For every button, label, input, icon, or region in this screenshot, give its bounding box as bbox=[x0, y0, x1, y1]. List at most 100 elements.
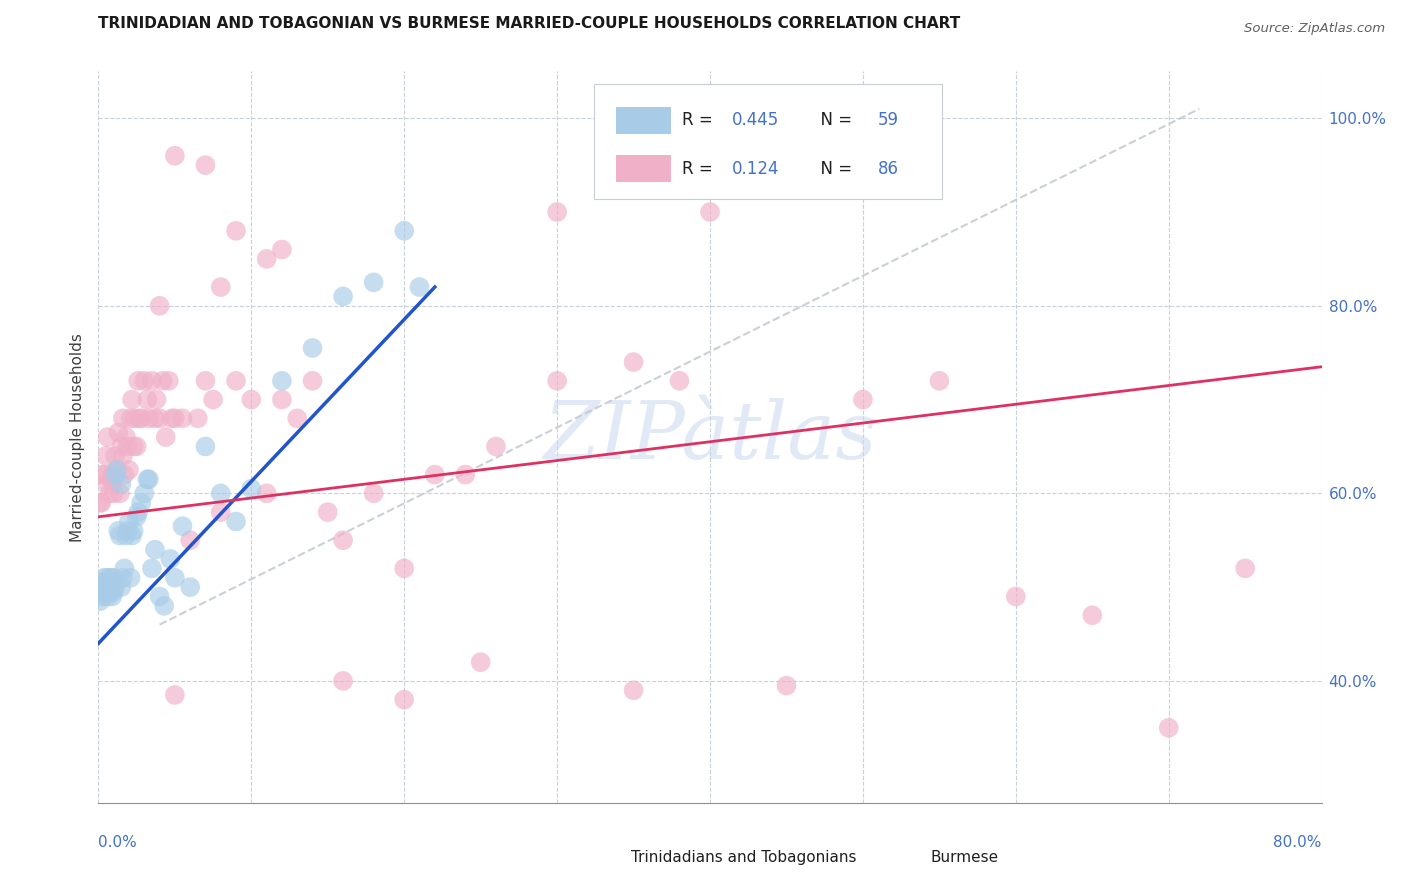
Point bbox=[149, 590, 172, 604]
Point bbox=[134, 374, 156, 388]
Point bbox=[108, 486, 131, 500]
Point bbox=[98, 486, 121, 500]
Point bbox=[145, 392, 167, 407]
Point bbox=[1004, 590, 1026, 604]
Point bbox=[141, 374, 163, 388]
Point bbox=[105, 463, 128, 477]
Point bbox=[852, 392, 875, 407]
Point bbox=[103, 584, 125, 599]
Point bbox=[163, 571, 186, 585]
Point bbox=[138, 411, 160, 425]
Point bbox=[117, 440, 139, 454]
Point bbox=[546, 374, 568, 388]
Point bbox=[301, 341, 323, 355]
Point bbox=[392, 692, 416, 706]
Text: 86: 86 bbox=[877, 160, 898, 178]
Point bbox=[111, 449, 134, 463]
Text: R =: R = bbox=[682, 112, 718, 129]
Point bbox=[270, 243, 292, 257]
Point bbox=[97, 590, 120, 604]
Text: Trinidadians and Tobagonians: Trinidadians and Tobagonians bbox=[630, 850, 856, 865]
Point bbox=[121, 392, 143, 407]
Bar bbox=[582, 847, 620, 868]
Point bbox=[301, 374, 323, 388]
Point bbox=[332, 673, 354, 688]
Point bbox=[172, 519, 194, 533]
Text: 59: 59 bbox=[877, 112, 898, 129]
Point bbox=[104, 449, 127, 463]
Point bbox=[98, 575, 121, 590]
Point bbox=[454, 467, 477, 482]
Point bbox=[1081, 608, 1104, 623]
Point bbox=[100, 571, 122, 585]
Point bbox=[111, 411, 134, 425]
Point bbox=[928, 374, 950, 388]
Point bbox=[485, 440, 508, 454]
Point bbox=[94, 449, 117, 463]
Point bbox=[209, 280, 232, 294]
Point bbox=[118, 463, 141, 477]
Point bbox=[110, 440, 132, 454]
Point bbox=[159, 552, 181, 566]
Text: N =: N = bbox=[810, 160, 858, 178]
Point bbox=[121, 528, 143, 542]
Point bbox=[363, 486, 385, 500]
Point bbox=[179, 533, 201, 548]
Point bbox=[89, 594, 111, 608]
Point bbox=[89, 496, 111, 510]
Point bbox=[129, 411, 152, 425]
Point bbox=[118, 515, 141, 529]
Point bbox=[101, 467, 124, 482]
Point bbox=[256, 252, 278, 266]
Point bbox=[103, 472, 125, 486]
Point bbox=[127, 374, 149, 388]
Text: 0.445: 0.445 bbox=[733, 112, 779, 129]
Point bbox=[107, 524, 129, 538]
Point bbox=[225, 374, 247, 388]
Point bbox=[163, 149, 186, 163]
Point bbox=[93, 584, 115, 599]
Bar bbox=[616, 107, 671, 134]
Point bbox=[240, 392, 263, 407]
Bar bbox=[616, 155, 671, 182]
Point bbox=[256, 486, 278, 500]
Point bbox=[194, 440, 217, 454]
Point bbox=[172, 411, 194, 425]
Point bbox=[134, 486, 156, 500]
Point bbox=[91, 467, 114, 482]
Point bbox=[155, 430, 177, 444]
Point bbox=[209, 505, 232, 519]
Point bbox=[141, 561, 163, 575]
Point bbox=[363, 276, 385, 290]
Point bbox=[225, 224, 247, 238]
Point bbox=[202, 392, 225, 407]
Point bbox=[1234, 561, 1257, 575]
Point bbox=[775, 679, 797, 693]
Point bbox=[91, 590, 114, 604]
Point bbox=[143, 411, 166, 425]
Point bbox=[97, 477, 120, 491]
Text: TRINIDADIAN AND TOBAGONIAN VS BURMESE MARRIED-COUPLE HOUSEHOLDS CORRELATION CHAR: TRINIDADIAN AND TOBAGONIAN VS BURMESE MA… bbox=[98, 16, 960, 31]
Point bbox=[623, 683, 645, 698]
Point bbox=[138, 472, 160, 486]
Point bbox=[115, 430, 138, 444]
Bar bbox=[882, 847, 921, 868]
Point bbox=[187, 411, 209, 425]
Point bbox=[546, 205, 568, 219]
Point bbox=[408, 280, 430, 294]
Point bbox=[157, 374, 180, 388]
Point bbox=[90, 496, 112, 510]
Point bbox=[101, 590, 124, 604]
Point bbox=[149, 411, 172, 425]
Text: Burmese: Burmese bbox=[931, 850, 998, 865]
Point bbox=[179, 580, 201, 594]
Text: Source: ZipAtlas.com: Source: ZipAtlas.com bbox=[1244, 22, 1385, 36]
Text: R =: R = bbox=[682, 160, 718, 178]
Point bbox=[270, 392, 292, 407]
Text: 80.0%: 80.0% bbox=[1274, 835, 1322, 850]
Point bbox=[94, 575, 117, 590]
Point bbox=[316, 505, 339, 519]
Point bbox=[332, 289, 354, 303]
Point bbox=[623, 355, 645, 369]
Point bbox=[470, 655, 492, 669]
